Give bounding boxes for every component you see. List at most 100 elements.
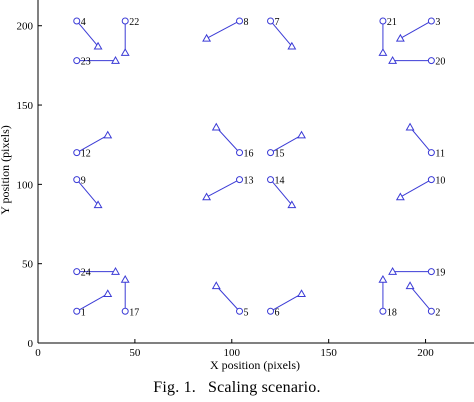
original-point [427,149,435,157]
original-point [267,307,275,315]
x-axis-label: X position (pixels) [210,358,300,372]
displacement-line [215,126,240,153]
point-label: 15 [275,149,285,160]
point-label: 13 [244,176,254,187]
scaled-point [211,122,221,131]
scaled-point [395,33,405,42]
original-point [427,57,435,65]
scaled-point [287,41,297,50]
point-label: 9 [81,176,86,187]
scaled-point [388,267,398,275]
original-point [236,149,244,157]
x-tick-label: 0 [35,347,41,359]
scaled-point [202,33,212,42]
y-tick-label: 200 [17,21,34,33]
original-point [121,307,129,315]
scaled-point [378,48,388,56]
scaled-point [378,274,388,283]
original-point [427,176,435,184]
scaled-point [120,274,130,283]
point-label: 17 [129,307,139,318]
original-point [73,57,81,65]
scaled-point [388,56,398,64]
original-point [379,17,387,25]
scaled-point [103,130,113,139]
scaled-point [202,192,212,201]
displacement-line [400,20,432,39]
displacement-line [270,20,293,47]
displacement-line [215,285,240,312]
point-label: 23 [81,57,91,68]
scaled-point [93,200,103,209]
scaled-point [120,48,130,56]
point-label: 7 [275,17,280,28]
original-point [267,176,275,184]
original-point [236,176,244,184]
displacement-line [270,293,302,312]
point-label: 2 [435,307,440,318]
point-label: 19 [435,268,445,279]
point-label: 20 [435,57,445,68]
original-point [73,176,81,184]
scaled-point [405,122,415,131]
point-label: 14 [275,176,285,187]
original-point [427,17,435,25]
point-label: 16 [244,149,254,160]
point-label: 24 [81,268,91,279]
displacement-line [76,20,99,47]
scaled-point [111,56,120,64]
displacement-line [206,179,240,198]
x-tick-label: 100 [224,347,241,359]
displacement-line [409,285,432,312]
scaled-point [103,289,113,298]
y-tick-label: 100 [17,179,34,191]
figure-caption: Fig. 1. Scaling scenario. [0,379,474,397]
point-label: 6 [275,307,280,318]
scaled-point [405,281,415,290]
y-tick-label: 0 [28,338,34,350]
original-point [73,17,81,25]
caption-text: Scaling scenario. [208,379,321,396]
original-point [427,268,435,276]
scaled-point [287,200,297,209]
x-tick-label: 150 [320,347,337,359]
displacement-line [270,134,302,154]
original-point [236,17,244,25]
original-point [267,149,275,157]
scaled-point [297,289,306,298]
original-point [236,307,244,315]
displacement-line [76,134,109,154]
scaled-point [297,130,306,139]
original-point [267,17,275,25]
point-label: 12 [81,149,91,160]
original-point [73,268,81,276]
displacement-line [400,179,432,198]
original-point [379,307,387,315]
x-tick-label: 200 [417,347,434,359]
original-point [73,149,81,157]
scaled-point [93,41,103,50]
point-label: 22 [129,17,139,28]
displacement-line [270,179,293,206]
point-label: 8 [244,17,249,28]
point-label: 18 [387,307,397,318]
caption-label: Fig. 1. [153,379,197,396]
original-point [73,307,81,315]
x-tick-label: 50 [129,347,141,359]
y-tick-label: 50 [22,259,34,271]
original-point [427,307,435,315]
original-point [121,17,129,25]
point-label: 5 [244,307,249,318]
y-axis-label: Y position (pixels) [0,125,12,215]
scaled-point [395,192,405,201]
displacement-line [409,126,432,153]
point-label: 3 [435,17,440,28]
point-label: 4 [81,17,86,28]
y-tick-label: 150 [17,100,34,112]
displacement-line [76,179,99,206]
scaled-point [211,281,221,290]
displacement-line [206,20,240,39]
scaled-point [111,267,120,275]
